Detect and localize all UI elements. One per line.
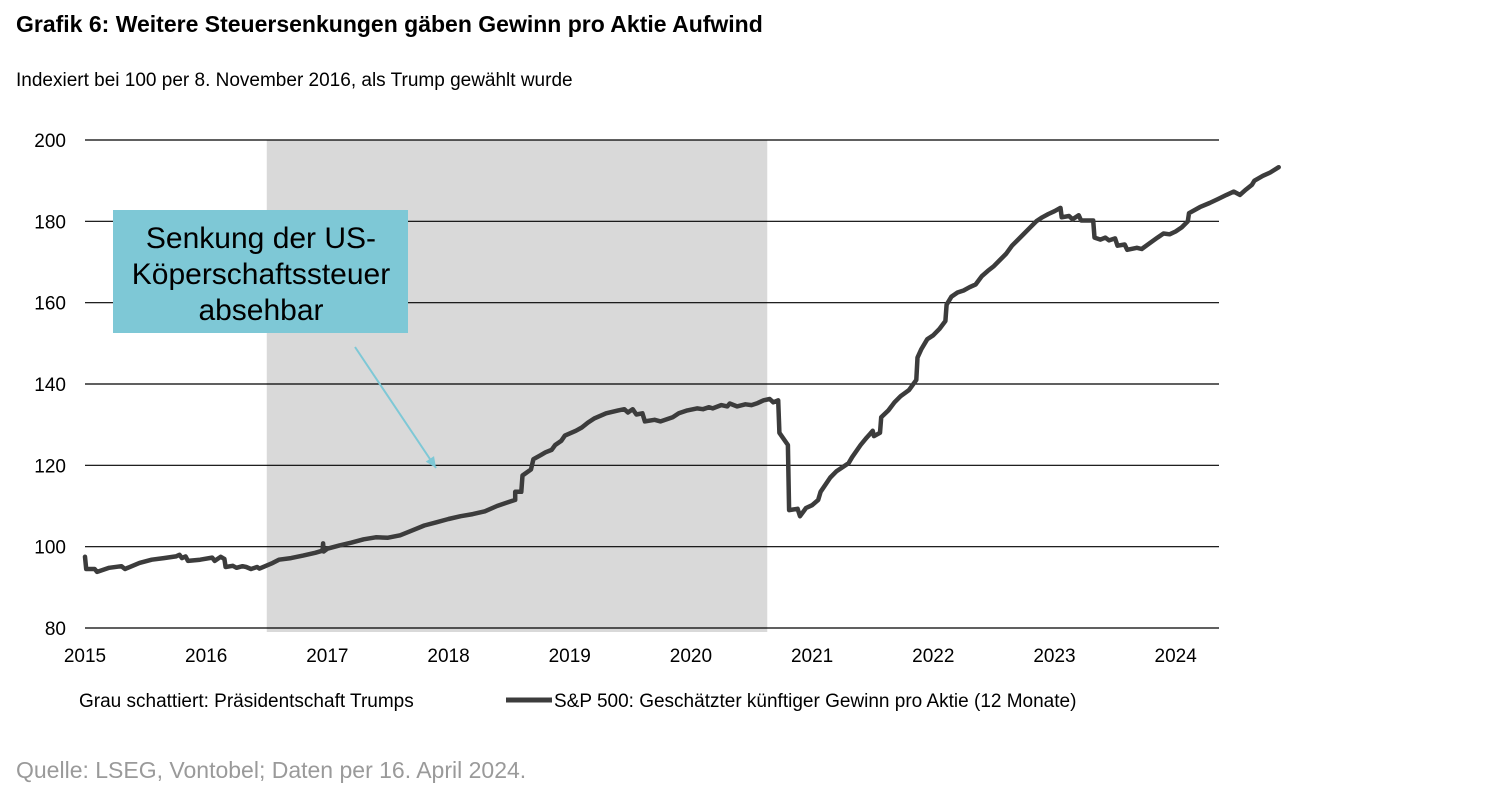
callout-arrow-head	[425, 456, 436, 468]
callout-text-line: Senkung der US-	[146, 222, 376, 255]
legend-series-label: S&P 500: Geschätzter künftiger Gewinn pr…	[554, 691, 1076, 712]
y-tick-label: 200	[34, 131, 66, 152]
callout-text-line: absehbar	[198, 294, 323, 327]
x-tick-label: 2016	[185, 646, 227, 667]
x-tick-label: 2019	[549, 646, 591, 667]
x-tick-label: 2024	[1155, 646, 1198, 667]
x-axis-ticks: 2015 2016 2017 2018 2019 2020 2021 2022 2023 2024	[64, 646, 1197, 667]
x-tick-label: 2020	[670, 646, 712, 667]
x-tick-label: 2015	[64, 646, 106, 667]
y-tick-label: 100	[34, 538, 66, 559]
x-tick-label: 2022	[912, 646, 954, 667]
chart-title: Grafik 6: Weitere Steuersenkungen gäben …	[16, 11, 763, 37]
callout-arrow-line	[354, 346, 437, 469]
y-tick-label: 160	[34, 294, 66, 315]
legend-shade-label: Grau schattiert: Präsidentschaft Trumps	[79, 691, 414, 712]
y-tick-label: 140	[34, 375, 66, 396]
x-tick-label: 2021	[791, 646, 833, 667]
y-tick-label: 120	[34, 456, 66, 477]
legend: Grau schattiert: Präsidentschaft Trumps …	[79, 691, 1076, 712]
y-tick-label: 180	[34, 212, 66, 233]
series-line-eps	[82, 164, 1281, 575]
source-note: Quelle: LSEG, Vontobel; Daten per 16. Ap…	[16, 757, 527, 783]
callout-text-line: Köperschaftssteuer	[132, 258, 390, 291]
series-layer	[82, 164, 1281, 575]
chart-subtitle: Indexiert bei 100 per 8. November 2016, …	[16, 70, 573, 91]
x-tick-label: 2017	[306, 646, 348, 667]
y-tick-label: 80	[45, 619, 66, 640]
annotation-layer: Senkung der US-Köperschaftssteuerabsehba…	[113, 210, 437, 469]
y-axis-ticks: 200 180 160 140 120 100 80	[34, 131, 66, 640]
callout-box	[113, 210, 408, 333]
x-tick-label: 2023	[1033, 646, 1075, 667]
x-tick-label: 2018	[427, 646, 469, 667]
